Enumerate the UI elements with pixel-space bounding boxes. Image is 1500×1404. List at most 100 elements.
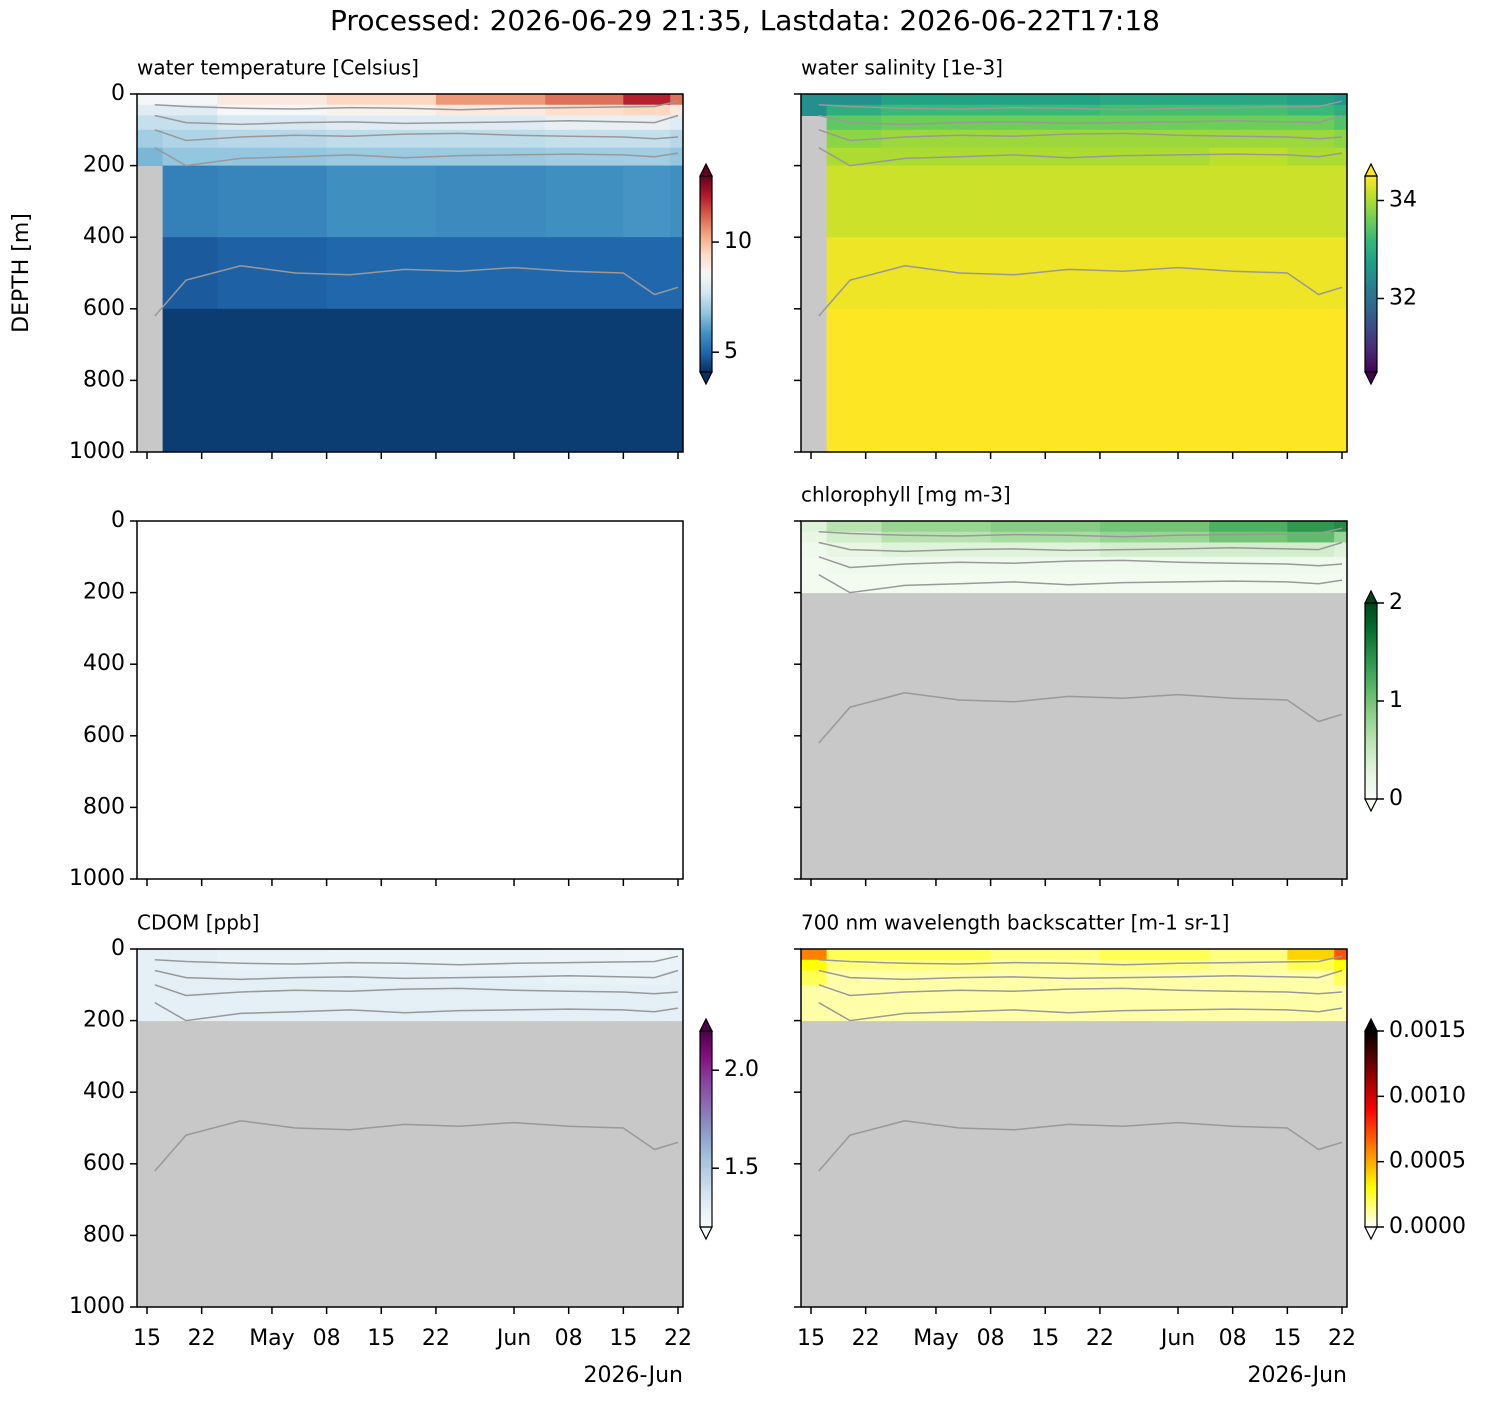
contour-line bbox=[154, 969, 679, 981]
heatmap-cell bbox=[826, 147, 882, 167]
heatmap-cell bbox=[435, 984, 546, 1004]
heatmap-cell bbox=[1209, 147, 1288, 167]
heatmap-cell bbox=[545, 959, 624, 971]
x-tick-label: 15 bbox=[609, 1326, 637, 1351]
heatmap-cell bbox=[217, 949, 328, 961]
heatmap-cell bbox=[435, 165, 546, 238]
heatmap-cell bbox=[881, 556, 992, 576]
heatmap-cell bbox=[826, 531, 882, 543]
heatmap-cell bbox=[826, 574, 882, 594]
heatmap-cell bbox=[670, 949, 683, 961]
panel: 0 200 400 600 800 1000 bbox=[69, 508, 684, 891]
heatmap-cell bbox=[1209, 542, 1288, 558]
y-tick-label: 200 bbox=[83, 1008, 125, 1033]
contour-line bbox=[154, 265, 679, 317]
contour-line bbox=[818, 265, 1343, 317]
heatmap-cell bbox=[990, 556, 1101, 576]
contour-line bbox=[818, 100, 1343, 111]
colorbar-tick-label: 10 bbox=[724, 229, 752, 254]
heatmap-cell bbox=[326, 129, 437, 149]
y-tick-label: 600 bbox=[83, 723, 125, 748]
heatmap-cell bbox=[217, 129, 328, 149]
heatmap-cell bbox=[162, 147, 218, 167]
heatmap-cell bbox=[990, 94, 1101, 106]
heatmap-cell bbox=[801, 531, 828, 543]
contour-line bbox=[818, 129, 1343, 142]
heatmap-cell bbox=[326, 165, 437, 238]
heatmap-cell bbox=[435, 237, 546, 310]
axes-frame bbox=[136, 93, 684, 453]
contour-line bbox=[154, 984, 679, 997]
heatmap-cell bbox=[1287, 531, 1335, 543]
heatmap-cell bbox=[137, 94, 164, 106]
heatmap-cell bbox=[1287, 959, 1335, 971]
colorbar-tick-label: 0.0010 bbox=[1389, 1083, 1466, 1108]
heatmap-cell bbox=[435, 94, 546, 106]
heatmap-cell bbox=[801, 959, 828, 971]
heatmap-cell bbox=[1334, 556, 1347, 576]
y-tick-label: 800 bbox=[83, 794, 125, 819]
y-tick-label: 200 bbox=[83, 153, 125, 178]
axes-frame bbox=[800, 948, 1348, 1308]
colorbar-tick-label: 1 bbox=[1389, 688, 1403, 713]
axes-frame bbox=[800, 93, 1348, 453]
axes-face bbox=[137, 521, 683, 879]
contour-line bbox=[818, 984, 1343, 997]
heatmap-cell bbox=[217, 984, 328, 1004]
contour-line bbox=[154, 147, 679, 167]
colorbar-tick-label: 0.0000 bbox=[1389, 1214, 1466, 1239]
y-tick-label: 0 bbox=[111, 508, 125, 533]
colorbar-frame bbox=[699, 1030, 713, 1228]
heatmap-cell bbox=[801, 556, 828, 576]
heatmap-cell bbox=[162, 165, 218, 238]
heatmap-cell bbox=[1334, 115, 1347, 131]
heatmap-cell bbox=[162, 308, 218, 452]
plot-area bbox=[137, 94, 683, 452]
heatmap-cell bbox=[1334, 165, 1347, 238]
heatmap-cell bbox=[1209, 521, 1288, 533]
heatmap-cell bbox=[326, 237, 437, 310]
heatmap-cell bbox=[826, 959, 882, 971]
panel-title: water salinity [1e-3] bbox=[801, 56, 1003, 80]
heatmap-cell bbox=[801, 1002, 828, 1022]
contour-line bbox=[818, 1002, 1343, 1022]
heatmap-cell bbox=[162, 104, 218, 116]
heatmap-cell bbox=[1287, 237, 1335, 310]
heatmap-cell bbox=[162, 1002, 218, 1022]
heatmap-cell bbox=[1334, 104, 1347, 116]
heatmap-cell bbox=[1099, 94, 1210, 106]
heatmap-cell bbox=[435, 959, 546, 971]
heatmap-cell bbox=[826, 94, 882, 106]
colorbar-tick-label: 34 bbox=[1389, 188, 1417, 213]
heatmap-cell bbox=[623, 104, 671, 116]
colorbar-tick-label: 0.0015 bbox=[1389, 1018, 1466, 1043]
heatmap-cell bbox=[1209, 129, 1288, 149]
heatmap-cell bbox=[137, 104, 164, 116]
panel: CDOM [ppb] 0 200 400 600 800 1000 15 22 May 08 15 22… bbox=[69, 911, 759, 1389]
x-tick-label: 15 bbox=[1031, 1326, 1059, 1351]
heatmap-cell bbox=[670, 115, 683, 131]
panel: water salinity [1e-3] 32 34 bbox=[794, 56, 1417, 459]
heatmap-cell bbox=[1209, 970, 1288, 986]
y-tick-label: 1000 bbox=[69, 1294, 125, 1319]
heatmap-cell bbox=[1209, 308, 1288, 452]
x-tick-label: May bbox=[249, 1326, 294, 1351]
colorbar bbox=[1365, 603, 1377, 799]
heatmap-cell bbox=[1099, 165, 1210, 238]
heatmap-cell bbox=[1334, 542, 1347, 558]
y-tick-label: 800 bbox=[83, 367, 125, 392]
heatmap-cell bbox=[1209, 1002, 1288, 1022]
heatmap-cell bbox=[545, 104, 624, 116]
contour-line bbox=[154, 1120, 679, 1172]
heatmap-cell bbox=[1099, 308, 1210, 452]
colorbar-tick-label: 2.0 bbox=[724, 1057, 759, 1082]
x-tick-label: 22 bbox=[852, 1326, 880, 1351]
heatmap-cell bbox=[670, 147, 683, 167]
heatmap-cell bbox=[990, 959, 1101, 971]
heatmap-cell bbox=[1099, 129, 1210, 149]
x-tick-label: 08 bbox=[977, 1326, 1005, 1351]
heatmap-cell bbox=[1099, 959, 1210, 971]
y-tick-label: 800 bbox=[83, 1222, 125, 1247]
heatmap-cell bbox=[1099, 147, 1210, 167]
heatmap-cell bbox=[1287, 308, 1335, 452]
